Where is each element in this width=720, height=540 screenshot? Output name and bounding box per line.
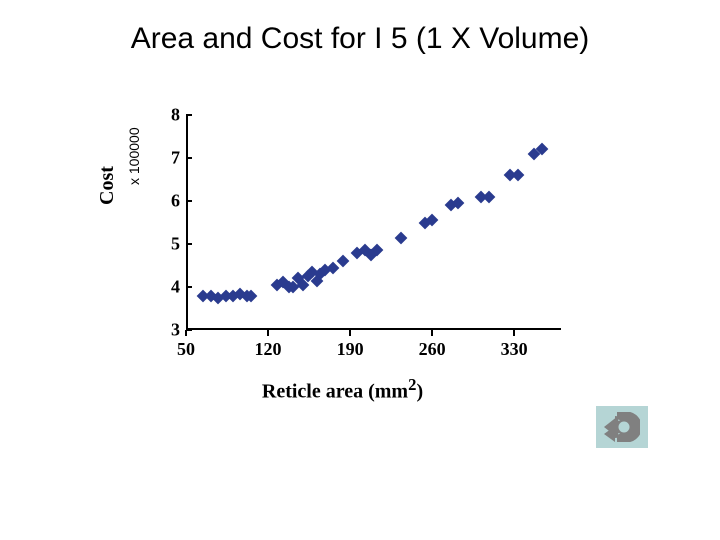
x-tick-label: 50 [177,339,195,360]
data-point [483,190,496,203]
y-tick-label: 3 [160,320,180,341]
x-tick-mark [267,330,269,336]
x-tick-label: 260 [419,339,446,360]
x-tick-mark [185,330,187,336]
return-button[interactable] [596,406,648,448]
y-axis-multiplier: x 100000 [126,127,142,185]
y-axis-label: Cost [96,166,119,205]
slide-title: Area and Cost for I 5 (1 X Volume) [0,22,720,56]
y-tick-label: 5 [160,234,180,255]
data-point [395,231,408,244]
y-tick-label: 7 [160,148,180,169]
x-tick-mark [349,330,351,336]
x-tick-label: 120 [255,339,282,360]
y-tick-label: 4 [160,277,180,298]
x-tick-label: 330 [501,339,528,360]
scatter-chart: Cost x 100000 Reticle area (mm2) 3456785… [100,105,585,400]
x-axis-label: Reticle area (mm2) [100,375,585,404]
y-tick-label: 8 [160,105,180,126]
plot-area [186,115,561,330]
x-tick-mark [431,330,433,336]
y-tick-label: 6 [160,191,180,212]
x-tick-label: 190 [337,339,364,360]
return-icon [604,412,640,442]
data-point [512,169,525,182]
x-tick-mark [513,330,515,336]
data-point [336,255,349,268]
